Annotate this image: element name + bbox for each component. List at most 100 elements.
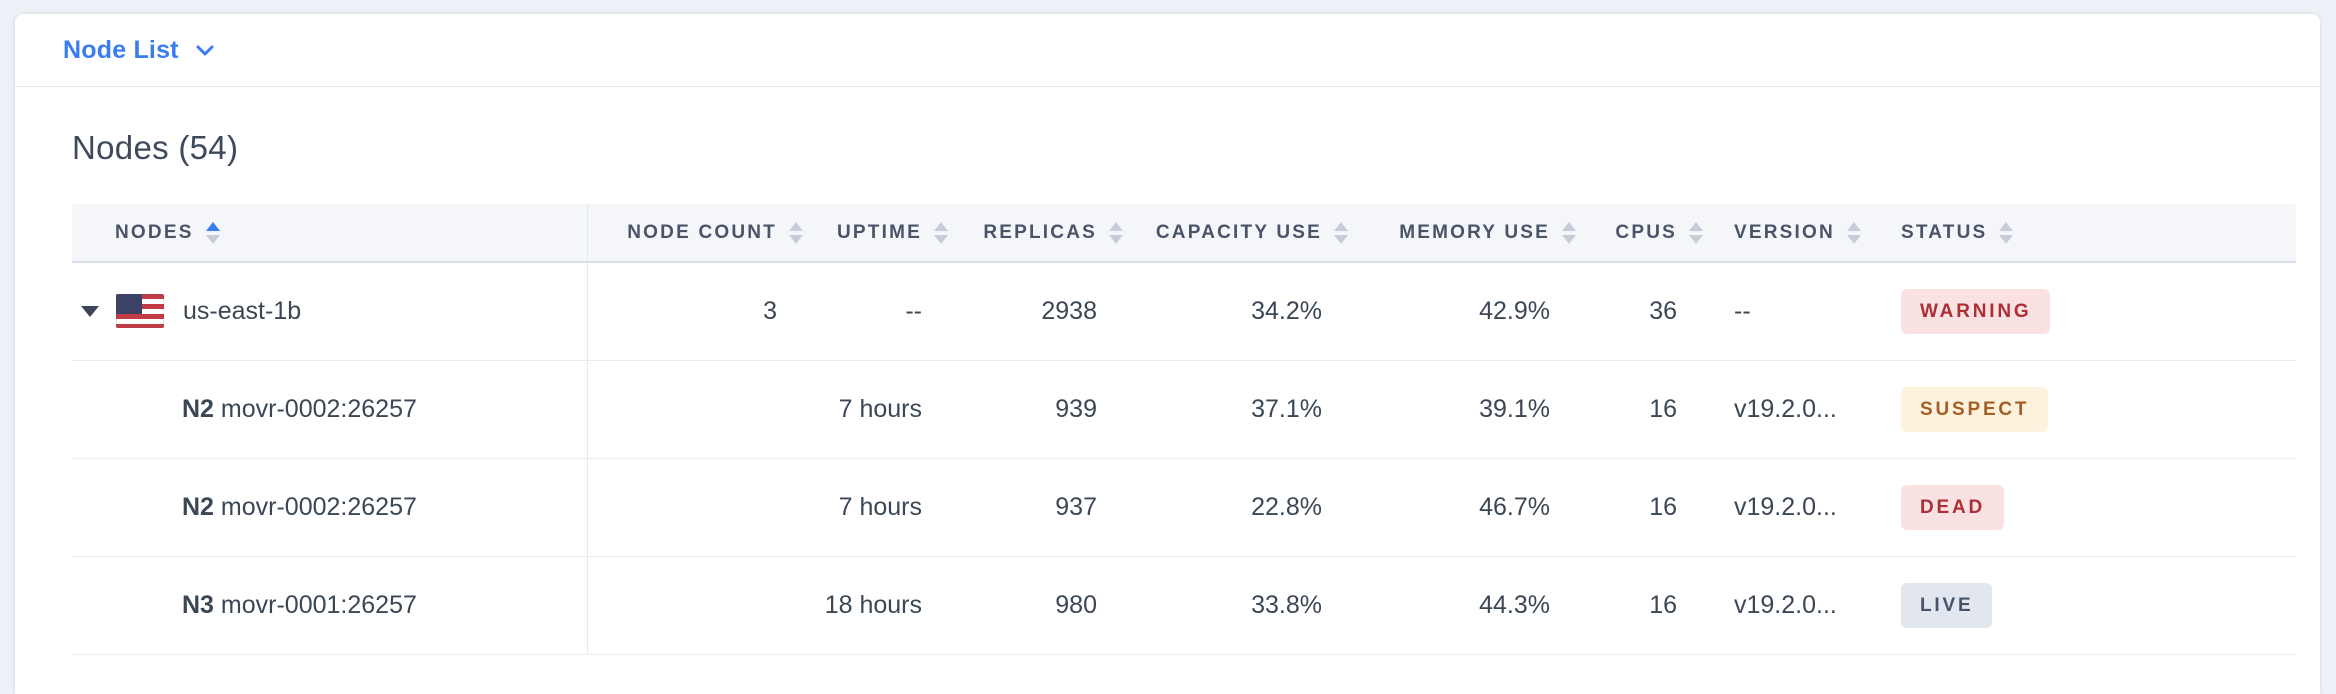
cell-memory_use: 42.9%	[1350, 262, 1578, 361]
column-label: MEMORY USE	[1399, 221, 1550, 243]
sort-icon	[1999, 221, 2014, 244]
sort-icon	[205, 221, 220, 244]
us-flag-icon	[116, 294, 164, 329]
table-header-row: NODES NODE COUNT UPTIME REPLICAS CAPACITY US…	[72, 204, 2296, 263]
column-header-nodes[interactable]: NODES	[72, 204, 588, 263]
cell-memory_use: 44.3%	[1350, 556, 1578, 655]
cell-replicas: 980	[950, 556, 1125, 655]
column-header-inner: STATUS	[1880, 221, 2296, 244]
cell-capacity_use: 22.8%	[1125, 458, 1350, 557]
column-label: CAPACITY USE	[1155, 221, 1322, 243]
status-badge: LIVE	[1901, 582, 1993, 628]
column-header-cpus[interactable]: CPUS	[1578, 204, 1705, 263]
cell-nodes: N2 movr-0002:26257	[72, 360, 588, 459]
sort-icon	[789, 221, 803, 244]
nodes-table: NODES NODE COUNT UPTIME REPLICAS CAPACITY US…	[72, 204, 2296, 655]
column-header-inner: CPUS	[1578, 221, 1705, 244]
chevron-down-icon	[196, 45, 214, 55]
column-label: UPTIME	[837, 221, 922, 243]
cell-node_count	[587, 458, 805, 557]
cell-uptime: 18 hours	[805, 556, 950, 655]
cell-node_count	[587, 360, 805, 459]
cell-version: v19.2.0...	[1705, 458, 1880, 557]
column-header-capacity_use[interactable]: CAPACITY USE	[1125, 204, 1350, 263]
cell-nodes: N3 movr-0001:26257	[72, 556, 588, 655]
cell-capacity_use: 34.2%	[1125, 262, 1350, 361]
cell-node_count: 3	[587, 262, 805, 361]
cell-uptime: 7 hours	[805, 360, 950, 459]
node-id: N2	[182, 492, 214, 521]
column-label: NODES	[115, 221, 194, 243]
cell-nodes: N2 movr-0002:26257	[72, 458, 588, 557]
cell-capacity_use: 33.8%	[1125, 556, 1350, 655]
node-id: N2	[182, 394, 214, 423]
node-address: movr-0001:26257	[213, 590, 417, 619]
node-list-card: Node List Nodes (54) NODES NODE COUNT UPTI…	[15, 14, 2320, 694]
cell-cpus: 16	[1578, 556, 1705, 655]
sort-icon	[934, 221, 948, 244]
column-header-inner: UPTIME	[805, 221, 950, 244]
cell-version: --	[1705, 262, 1880, 361]
title-bar: Node List	[15, 14, 2320, 87]
cell-cpus: 36	[1578, 262, 1705, 361]
collapse-caret-icon[interactable]	[81, 305, 99, 317]
sort-icon	[1846, 221, 1861, 244]
column-header-inner: REPLICAS	[950, 221, 1125, 244]
cell-version: v19.2.0...	[1705, 556, 1880, 655]
card-content: Nodes (54) NODES NODE COUNT UPTIME REPLICAS…	[15, 131, 2320, 655]
nodes-cell: N3 movr-0001:26257	[72, 591, 587, 620]
region-row[interactable]: us-east-1b 3 -- 2938 34.2% 42.9% 36 -- WARNING	[72, 262, 2296, 361]
cell-memory_use: 39.1%	[1350, 360, 1578, 459]
cell-status: SUSPECT	[1880, 360, 2296, 459]
cell-uptime: 7 hours	[805, 458, 950, 557]
node-row[interactable]: N2 movr-0002:26257 7 hours 937 22.8% 46.7% 16…	[72, 458, 2296, 557]
cell-cpus: 16	[1578, 360, 1705, 459]
column-header-inner: CAPACITY USE	[1125, 221, 1350, 244]
column-label: NODE COUNT	[627, 221, 777, 243]
nodes-cell: us-east-1b	[72, 294, 587, 329]
column-header-inner: MEMORY USE	[1350, 221, 1578, 244]
column-header-node_count[interactable]: NODE COUNT	[587, 204, 806, 263]
sort-icon	[1334, 221, 1348, 244]
column-header-replicas[interactable]: REPLICAS	[950, 204, 1125, 263]
cell-status: LIVE	[1880, 556, 2296, 655]
column-label: CPUS	[1615, 221, 1677, 243]
column-label: VERSION	[1734, 221, 1835, 243]
region-name: us-east-1b	[183, 296, 302, 325]
status-badge: SUSPECT	[1901, 386, 2049, 432]
column-header-inner: NODE COUNT	[588, 221, 806, 244]
sort-icon	[1689, 221, 1703, 244]
column-header-memory_use[interactable]: MEMORY USE	[1350, 204, 1578, 263]
cell-version: v19.2.0...	[1705, 360, 1880, 459]
flag-canton	[116, 294, 142, 315]
nodes-cell: N2 movr-0002:26257	[72, 395, 587, 424]
node-list-dropdown-label: Node List	[63, 35, 179, 64]
cell-status: WARNING	[1880, 262, 2296, 361]
node-row[interactable]: N3 movr-0001:26257 18 hours 980 33.8% 44.3% 1…	[72, 556, 2296, 655]
column-header-status[interactable]: STATUS	[1880, 204, 2296, 263]
cell-capacity_use: 37.1%	[1125, 360, 1350, 459]
column-header-uptime[interactable]: UPTIME	[805, 204, 950, 263]
nodes-cell: N2 movr-0002:26257	[72, 493, 587, 522]
column-label: REPLICAS	[983, 221, 1097, 243]
sort-icon	[1109, 221, 1123, 244]
cell-status: DEAD	[1880, 458, 2296, 557]
node-id: N3	[182, 590, 214, 619]
cell-replicas: 937	[950, 458, 1125, 557]
cell-nodes: us-east-1b	[72, 262, 588, 361]
sort-icon	[1562, 221, 1576, 244]
cell-node_count	[587, 556, 805, 655]
column-header-inner: NODES	[72, 221, 587, 244]
node-row[interactable]: N2 movr-0002:26257 7 hours 939 37.1% 39.1% 16…	[72, 360, 2296, 459]
node-address: movr-0002:26257	[213, 394, 417, 423]
status-badge: DEAD	[1901, 484, 2005, 530]
node-address: movr-0002:26257	[213, 492, 417, 521]
column-header-version[interactable]: VERSION	[1705, 204, 1880, 263]
page-title: Nodes (54)	[72, 129, 239, 166]
cell-cpus: 16	[1578, 458, 1705, 557]
cell-uptime: --	[805, 262, 950, 361]
column-label: STATUS	[1901, 221, 1988, 243]
cell-replicas: 2938	[950, 262, 1125, 361]
node-list-dropdown[interactable]: Node List	[63, 36, 214, 65]
cell-memory_use: 46.7%	[1350, 458, 1578, 557]
